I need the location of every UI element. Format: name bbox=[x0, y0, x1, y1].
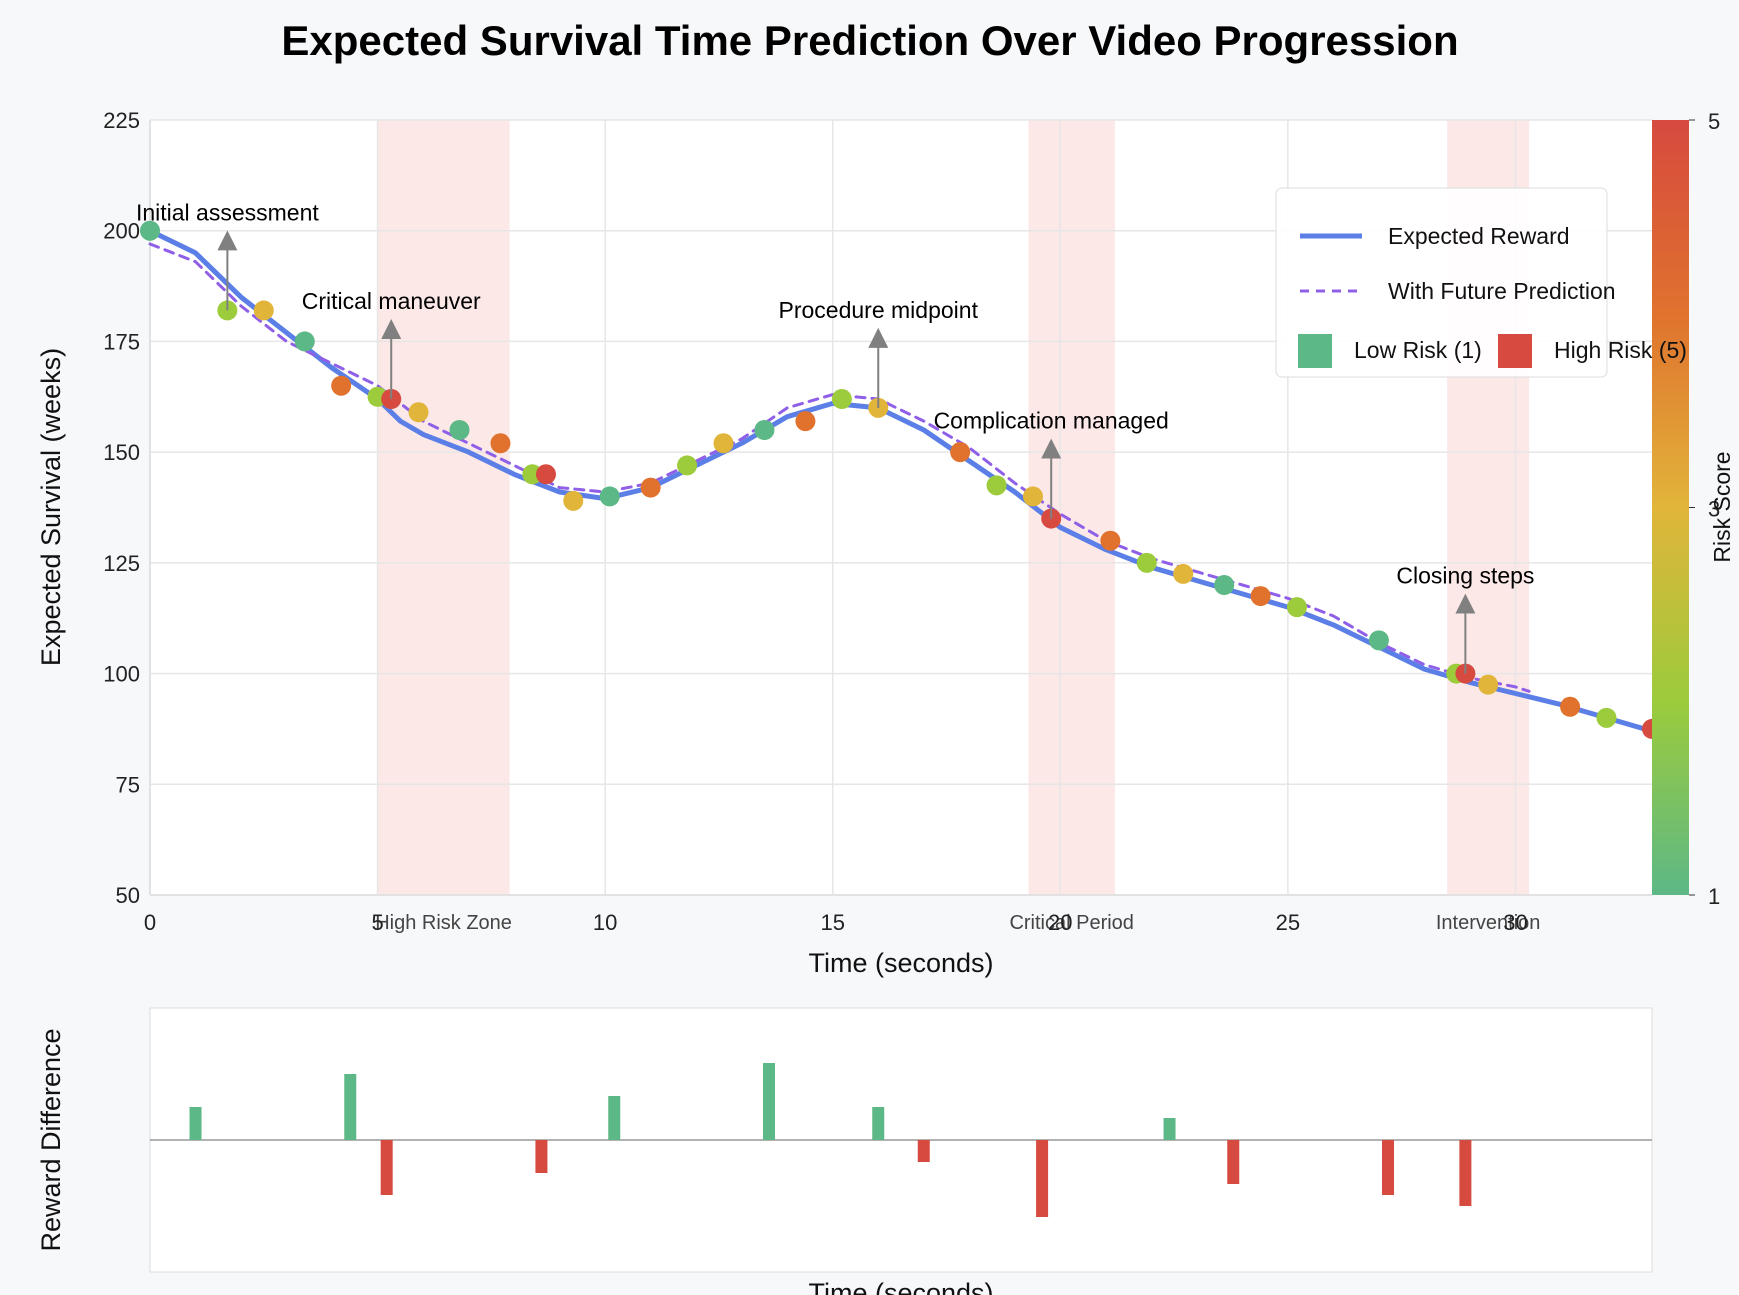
risk-point bbox=[831, 389, 852, 409]
colorbar-ticks: 1 3 5 bbox=[1689, 109, 1720, 909]
x-tick-label: 5 bbox=[371, 910, 383, 935]
risk-point bbox=[535, 464, 556, 485]
main-grid bbox=[149, 119, 1652, 896]
y-tick-label: 175 bbox=[103, 329, 140, 354]
difference-bar bbox=[608, 1096, 621, 1140]
x-tick-label: 0 bbox=[144, 910, 156, 935]
difference-bar bbox=[1382, 1140, 1395, 1195]
annotation-text: Initial assessment bbox=[136, 199, 319, 225]
main-y-axis-label: Expected Survival (weeks) bbox=[36, 348, 66, 666]
legend-expected-label: Expected Reward bbox=[1388, 223, 1570, 249]
difference-bar bbox=[380, 1140, 393, 1195]
y-tick-label: 225 bbox=[103, 108, 140, 133]
risk-point bbox=[986, 475, 1007, 496]
annotation-text: Closing steps bbox=[1396, 563, 1534, 589]
legend: Expected Reward With Future Prediction L… bbox=[1275, 187, 1687, 378]
risk-point bbox=[1596, 707, 1617, 728]
risk-point bbox=[795, 411, 816, 432]
difference-bars bbox=[150, 1063, 1652, 1217]
risk-point bbox=[1286, 597, 1307, 618]
difference-bar bbox=[1163, 1118, 1176, 1140]
risk-point bbox=[408, 402, 429, 423]
risk-point bbox=[1136, 552, 1157, 573]
legend-low-risk-label: Low Risk (1) bbox=[1354, 337, 1482, 363]
annotation-text: Procedure midpoint bbox=[779, 297, 979, 323]
y-tick-label: 125 bbox=[103, 551, 140, 576]
x-tick-label: 10 bbox=[593, 910, 617, 935]
annotations: Initial assessment Critical maneuver Proce… bbox=[136, 199, 1534, 674]
risk-point bbox=[950, 442, 971, 463]
risk-point bbox=[294, 331, 315, 352]
risk-point bbox=[253, 300, 274, 321]
x-tick-label: 30 bbox=[1503, 910, 1527, 935]
risk-point bbox=[754, 420, 775, 440]
main-x-axis-label: Time (seconds) bbox=[808, 948, 993, 978]
risk-point bbox=[1560, 696, 1581, 717]
difference-bar bbox=[872, 1107, 885, 1140]
risk-point bbox=[1100, 530, 1121, 551]
risk-point bbox=[490, 433, 511, 454]
risk-point bbox=[1173, 563, 1194, 584]
risk-zone-2 bbox=[1028, 120, 1115, 895]
risk-point bbox=[640, 477, 661, 498]
legend-high-risk-swatch bbox=[1498, 334, 1532, 368]
colorbar-label: Risk Score bbox=[1709, 451, 1735, 562]
risk-point bbox=[677, 455, 698, 476]
risk-zone-label: Critical Period bbox=[1009, 912, 1133, 934]
difference-y-axis-label: Reward Difference bbox=[36, 1028, 66, 1251]
colorbar-tick-label: 1 bbox=[1708, 884, 1720, 909]
legend-future-label: With Future Prediction bbox=[1388, 278, 1616, 304]
difference-bar bbox=[1036, 1140, 1049, 1217]
risk-point bbox=[1022, 486, 1043, 507]
main-axis-ticks: 0 5 10 15 20 25 30 50 75 100 125 150 175 200 225 bbox=[103, 108, 1527, 935]
risk-point bbox=[331, 375, 352, 396]
risk-zone-1 bbox=[377, 120, 510, 895]
risk-colorbar bbox=[1652, 120, 1689, 895]
colorbar-tick-label: 5 bbox=[1708, 109, 1720, 134]
difference-bar bbox=[917, 1140, 930, 1162]
difference-x-axis-label: Time (seconds) bbox=[808, 1278, 993, 1295]
y-tick-label: 200 bbox=[103, 219, 140, 244]
difference-bar bbox=[763, 1063, 776, 1140]
chart-title: Expected Survival Time Prediction Over V… bbox=[281, 17, 1458, 64]
difference-bar bbox=[535, 1140, 548, 1173]
y-tick-label: 50 bbox=[116, 883, 140, 908]
risk-point bbox=[563, 490, 584, 511]
risk-point bbox=[1214, 575, 1235, 595]
difference-bar bbox=[1227, 1140, 1240, 1184]
difference-bar bbox=[189, 1107, 202, 1140]
risk-point bbox=[140, 220, 160, 241]
legend-high-risk-label: High Risk (5) bbox=[1554, 337, 1687, 363]
x-tick-label: 25 bbox=[1276, 910, 1300, 935]
annotation-text: Critical maneuver bbox=[302, 288, 481, 314]
legend-low-risk-swatch bbox=[1298, 334, 1332, 368]
x-tick-label: 20 bbox=[1048, 910, 1072, 935]
risk-point bbox=[713, 433, 734, 454]
y-tick-label: 75 bbox=[116, 772, 140, 797]
risk-point bbox=[449, 420, 470, 440]
risk-points bbox=[140, 220, 1662, 739]
risk-zone-label: Intervention bbox=[1436, 912, 1541, 934]
risk-point bbox=[1478, 674, 1499, 695]
x-tick-label: 15 bbox=[820, 910, 844, 935]
colorbar-tick-label: 3 bbox=[1708, 497, 1720, 522]
annotation-text: Complication managed bbox=[934, 408, 1169, 434]
y-tick-label: 150 bbox=[103, 440, 140, 465]
risk-point bbox=[1250, 586, 1271, 607]
difference-bar bbox=[344, 1074, 357, 1140]
y-tick-label: 100 bbox=[103, 662, 140, 687]
difference-bar bbox=[1459, 1140, 1472, 1206]
risk-zone-label: High Risk Zone bbox=[375, 912, 512, 934]
risk-point bbox=[599, 486, 620, 507]
risk-point bbox=[1368, 630, 1389, 651]
